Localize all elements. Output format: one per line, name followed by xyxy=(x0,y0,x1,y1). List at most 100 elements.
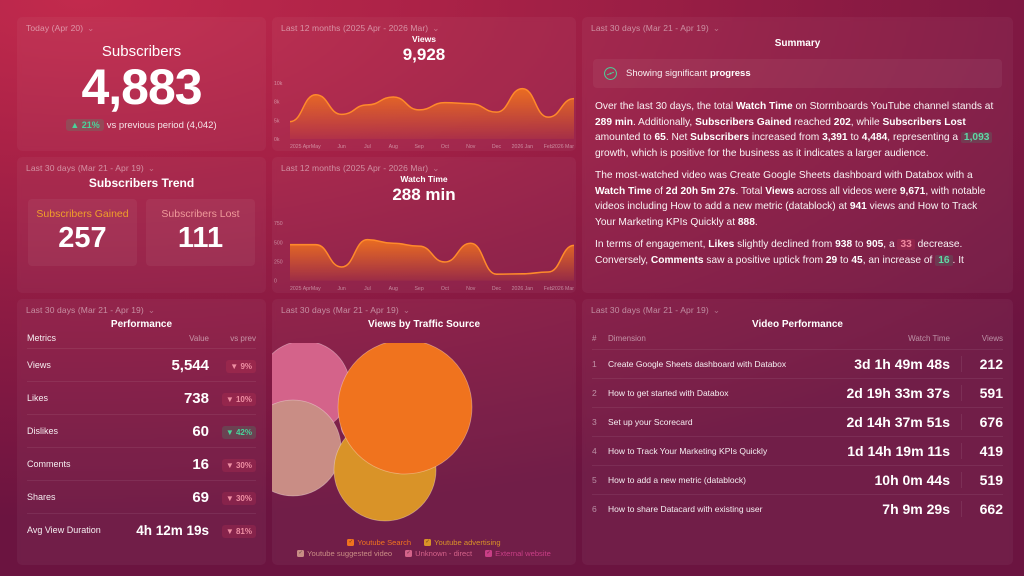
subscribers-panel: Today (Apr 20) ⌄ Subscribers 4,883 ▲ 21% v… xyxy=(17,17,266,151)
row-metric: Views xyxy=(27,360,51,370)
legend-swatch-icon xyxy=(347,539,355,546)
table-row[interactable]: 2 How to get started with Databox 2d 19h 3… xyxy=(592,378,1003,407)
subscribers-value: 4,883 xyxy=(81,59,202,115)
p2-t4: across all videos were xyxy=(793,185,900,197)
row-metric: Comments xyxy=(27,459,71,469)
p1-t5: , while xyxy=(850,116,883,128)
summary-panel: Last 30 days (Mar 21 - Apr 19) ⌄ Summary … xyxy=(582,17,1013,293)
table-row[interactable]: 4 How to Track Your Marketing KPIs Quickl… xyxy=(592,436,1003,465)
date-range-selector[interactable]: Today (Apr 20) ⌄ xyxy=(26,23,94,34)
p1-t6: amounted to xyxy=(595,132,655,143)
comparison-text: vs previous period (4,042) xyxy=(106,120,217,131)
traffic-date-range-selector[interactable]: Last 30 days (Mar 21 - Apr 19) ⌄ xyxy=(281,305,410,316)
row-index: 2 xyxy=(592,388,597,398)
p2-b3: Views xyxy=(765,185,794,197)
p1-b4: 202 xyxy=(833,116,851,128)
watchtime-chart-panel: Last 12 months (2025 Apr - 2026 Mar) ⌄ Wa… xyxy=(272,157,576,293)
row-index: 6 xyxy=(592,504,597,514)
trend-date-range-label: Last 30 days (Mar 21 - Apr 19) xyxy=(26,163,144,173)
chevron-down-icon: ⌄ xyxy=(432,163,440,173)
p2-t3: . Total xyxy=(735,185,766,197)
col-watchtime: Watch Time xyxy=(908,334,950,343)
traffic-source-panel: Last 30 days (Mar 21 - Apr 19) ⌄ Views by… xyxy=(272,299,576,565)
table-row[interactable]: 5 How to add a new metric (datablock) 10h … xyxy=(592,465,1003,494)
table-row[interactable]: Avg View Duration 4h 12m 19s ▼ 81% xyxy=(27,513,256,546)
traffic-source-legend: Youtube Search Youtube advertising Youtub… xyxy=(272,537,576,559)
videoperf-date-range-label: Last 30 days (Mar 21 - Apr 19) xyxy=(591,305,709,315)
date-range-label: Today (Apr 20) xyxy=(26,23,84,33)
gauge-icon xyxy=(604,67,617,80)
row-vsprev: ▼ 30% xyxy=(216,488,256,506)
summary-date-range-label: Last 30 days (Mar 21 - Apr 19) xyxy=(591,23,709,33)
table-row[interactable]: 6 How to share Datacard with existing use… xyxy=(592,494,1003,523)
table-row[interactable]: Shares 69 ▼ 30% xyxy=(27,480,256,513)
video-performance-table-header: # Dimension Watch Time Views xyxy=(592,330,1003,349)
watchtime-kpi-label: Watch Time xyxy=(400,174,448,184)
legend-item[interactable]: Youtube Search xyxy=(347,537,411,548)
row-views: 212 xyxy=(961,356,1003,372)
legend-item[interactable]: Youtube advertising xyxy=(424,537,501,548)
row-views: 519 xyxy=(961,472,1003,488)
p1-t1: Over the last 30 days, the total xyxy=(595,101,737,112)
traffic-source-title: Views by Traffic Source xyxy=(367,319,481,330)
p1-b7: Subscribers xyxy=(690,132,750,143)
watchtime-date-range-selector[interactable]: Last 12 months (2025 Apr - 2026 Mar) ⌄ xyxy=(281,163,439,174)
bubble-chart xyxy=(272,343,576,527)
table-row[interactable]: Views 5,544 ▼ 9% xyxy=(27,348,256,381)
row-vsprev: ▼ 42% xyxy=(216,422,256,440)
row-views: 676 xyxy=(961,414,1003,430)
change-badge: ▼ 10% xyxy=(221,393,256,406)
watchtime-kpi-value: 288 min xyxy=(392,185,456,204)
p3-b2: 938 xyxy=(835,239,853,250)
video-performance-panel: Last 30 days (Mar 21 - Apr 19) ⌄ Video Pe… xyxy=(582,299,1013,565)
trend-date-range-selector[interactable]: Last 30 days (Mar 21 - Apr 19) ⌄ xyxy=(26,163,155,174)
legend-swatch-icon xyxy=(485,550,493,557)
performance-date-range-selector[interactable]: Last 30 days (Mar 21 - Apr 19) ⌄ xyxy=(26,305,155,316)
p3-t9: . It xyxy=(952,254,964,266)
p3-b3: 905 xyxy=(866,239,884,250)
chevron-down-icon: ⌄ xyxy=(712,23,721,33)
summary-paragraph-2: The most-watched video was Create Google… xyxy=(595,168,1000,230)
legend-row-1: Youtube Search Youtube advertising xyxy=(272,537,576,548)
p1-t10: , representing a xyxy=(887,132,961,143)
row-watchtime: 3d 1h 49m 48s xyxy=(854,356,950,372)
row-vsprev: ▼ 81% xyxy=(216,521,256,539)
table-row[interactable]: Likes 738 ▼ 10% xyxy=(27,381,256,414)
p2-b1: Watch Time xyxy=(595,185,652,197)
subscribers-trend-panel: Last 30 days (Mar 21 - Apr 19) ⌄ Subscrib… xyxy=(17,157,266,293)
row-metric: Shares xyxy=(27,492,56,502)
views-date-range-selector[interactable]: Last 12 months (2025 Apr - 2026 Mar) ⌄ xyxy=(281,23,439,34)
row-watchtime: 10h 0m 44s xyxy=(874,472,951,488)
bubble-youtube-search[interactable] xyxy=(337,343,473,475)
table-row[interactable]: 3 Set up your Scorecard 2d 14h 37m 51s 676 xyxy=(592,407,1003,436)
chevron-down-icon: ⌄ xyxy=(402,305,411,315)
views-area-chart: 0k 5k 8k 10k 2025 Apr May Jun Jul Aug Sep Oct Nov D… xyxy=(272,79,576,151)
table-row[interactable]: 1 Create Google Sheets dashboard with Dat… xyxy=(592,349,1003,378)
performance-title: Performance xyxy=(110,319,173,330)
legend-label: Youtube advertising xyxy=(434,538,501,547)
y-axis-tick: 250 xyxy=(274,259,283,265)
status-notice-text: Showing significant progress xyxy=(626,68,751,79)
change-badge: ▼ 81% xyxy=(221,525,256,538)
p3-highlight-increase: 16 xyxy=(935,254,953,266)
videoperf-date-range-selector[interactable]: Last 30 days (Mar 21 - Apr 19) ⌄ xyxy=(591,305,720,316)
table-row[interactable]: Dislikes 60 ▼ 42% xyxy=(27,414,256,447)
p1-t11: growth, which is positive for the busine… xyxy=(595,147,929,159)
legend-item[interactable]: Unknown - direct xyxy=(405,548,472,559)
notice-emphasis: progress xyxy=(709,68,751,79)
table-row[interactable]: Comments 16 ▼ 30% xyxy=(27,447,256,480)
row-value: 69 xyxy=(192,488,209,506)
row-metric: Likes xyxy=(27,393,49,403)
legend-item[interactable]: Youtube suggested video xyxy=(297,548,392,559)
p2-t5: , with notable videos including How to a… xyxy=(595,185,986,213)
trend-card-gained: Subscribers Gained 257 xyxy=(28,199,137,267)
p2-t6: views and How to Track Your Marketing KP… xyxy=(595,201,978,228)
legend-item[interactable]: External website xyxy=(485,548,551,559)
change-badge: ▼ 30% xyxy=(221,492,256,505)
summary-date-range-selector[interactable]: Last 30 days (Mar 21 - Apr 19) ⌄ xyxy=(591,23,720,34)
row-views: 662 xyxy=(961,501,1003,517)
trend-lost-label: Subscribers Lost xyxy=(161,208,240,220)
p2-b4: 9,671 xyxy=(899,185,926,197)
chevron-down-icon: ⌄ xyxy=(712,305,721,315)
